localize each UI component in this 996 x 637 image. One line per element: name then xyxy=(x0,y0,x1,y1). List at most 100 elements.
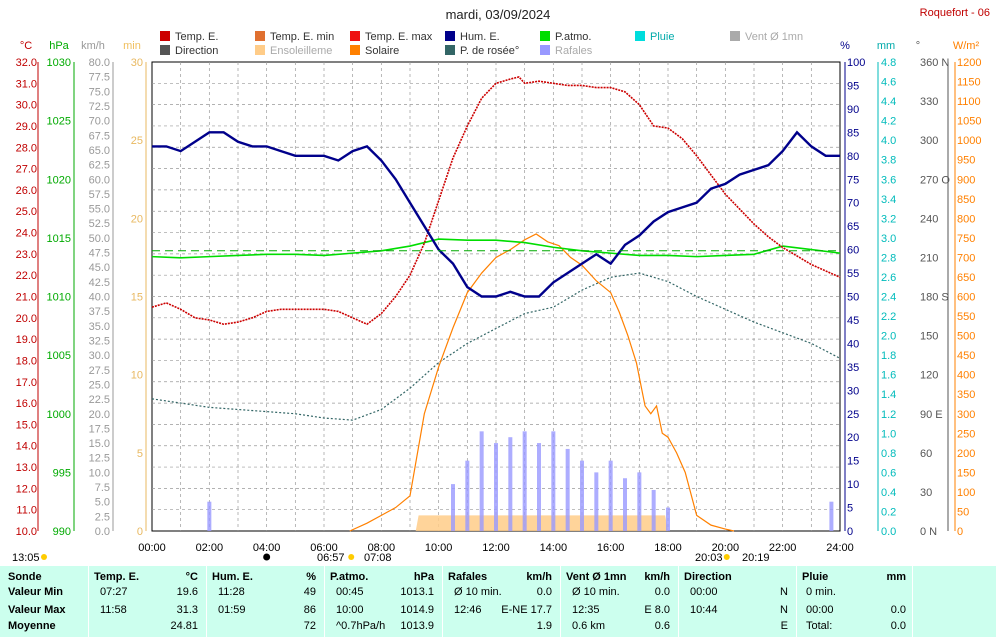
table-cell: 0.6 xyxy=(654,620,670,632)
table-header: % xyxy=(306,571,316,583)
wind-tick: 40.0 xyxy=(89,292,110,304)
solar-tick: 200 xyxy=(957,448,975,460)
direction-tick: 300 xyxy=(920,135,938,147)
temp-tick: 30.0 xyxy=(16,100,37,112)
table-cell: E-NE 17.7 xyxy=(501,604,552,616)
legend-swatch xyxy=(160,45,170,55)
solar-tick: 500 xyxy=(957,331,975,343)
humidity-tick: 10 xyxy=(847,479,859,491)
wind-tick: 7.5 xyxy=(95,482,110,494)
legend-item: Temp. E. max xyxy=(350,31,432,43)
legend-item: Pluie xyxy=(635,31,674,43)
rain-tick: 3.2 xyxy=(881,213,896,225)
temp-tick: 28.0 xyxy=(16,142,37,154)
solar-tick: 1100 xyxy=(957,96,981,108)
wind-tick: 75.0 xyxy=(89,86,110,98)
direction-tick: 0 N xyxy=(920,526,937,538)
rain-tick: 2.8 xyxy=(881,252,896,264)
sunrise-icon xyxy=(348,554,355,560)
dewpoint-line xyxy=(151,272,841,421)
pressure-tick: 1025 xyxy=(47,116,71,128)
table-cell: 0.0 xyxy=(654,586,670,598)
temp-tick: 14.0 xyxy=(16,441,37,453)
wind-tick: 32.5 xyxy=(89,335,110,347)
direction-tick: 30 xyxy=(920,487,932,499)
rain-tick: 1.2 xyxy=(881,409,896,421)
humidity-tick: 15 xyxy=(847,456,859,468)
gust-bar xyxy=(551,431,556,531)
sunshine-tick: 0 xyxy=(137,526,143,538)
table-cell: 0.0 xyxy=(890,620,906,632)
temp-tick: 11.0 xyxy=(16,505,37,517)
axis-unit-temp: °C xyxy=(20,40,32,52)
table-divider xyxy=(796,566,797,637)
legend-item: P. de rosée° xyxy=(445,45,519,57)
humidity-tick: 40 xyxy=(847,338,859,350)
solar-tick: 900 xyxy=(957,174,975,186)
wind-tick: 80.0 xyxy=(89,57,110,69)
left-time-label: 13:05 xyxy=(12,552,40,564)
gust-bar xyxy=(594,472,599,531)
table-cell: 10:44 xyxy=(690,604,718,616)
solar-tick: 800 xyxy=(957,213,975,225)
wind-tick: 15.0 xyxy=(89,438,110,450)
table-row-label: Valeur Min xyxy=(8,586,64,598)
gust-bar xyxy=(637,472,642,531)
solar-tick: 250 xyxy=(957,428,975,440)
solar-tick: 450 xyxy=(957,350,975,362)
x-tick: 10:00 xyxy=(425,542,453,554)
wind-tick: 60.0 xyxy=(89,174,110,186)
x-tick: 02:00 xyxy=(196,542,224,554)
legend-swatch xyxy=(160,31,170,41)
table-cell: 10:00 xyxy=(336,604,364,616)
sunshine-tick: 25 xyxy=(131,135,143,147)
solar-tick: 1150 xyxy=(957,77,981,89)
rain-tick: 4.2 xyxy=(881,116,896,128)
rain-tick: 4.6 xyxy=(881,77,896,89)
table-cell: 01:59 xyxy=(218,604,246,616)
legend-swatch xyxy=(540,31,550,41)
table-cell: N xyxy=(780,604,788,616)
x-tick: 22:00 xyxy=(769,542,797,554)
legend-label: Temp. E. xyxy=(175,31,219,43)
x-tick: 24:00 xyxy=(826,542,854,554)
rain-tick: 0.2 xyxy=(881,506,896,518)
humidity-tick: 90 xyxy=(847,104,859,116)
solar-tick: 650 xyxy=(957,272,975,284)
legend-swatch xyxy=(635,31,645,41)
legend-swatch xyxy=(350,45,360,55)
sunset-label-2: 20:19 xyxy=(742,552,770,564)
table-cell: E xyxy=(780,620,788,632)
wind-tick: 0.0 xyxy=(95,526,110,538)
table-header: Temp. E. xyxy=(94,571,140,583)
legend-swatch xyxy=(350,31,360,41)
humidity-tick: 75 xyxy=(847,174,859,186)
sun-icon xyxy=(41,554,47,560)
rain-tick: 0.0 xyxy=(881,526,896,538)
direction-tick: 90 E xyxy=(920,409,943,421)
table-cell: 0 min. xyxy=(806,586,836,598)
legend-item: Hum. E. xyxy=(445,31,500,43)
wind-tick: 47.5 xyxy=(89,248,110,260)
temp-tick: 25.0 xyxy=(16,206,37,218)
solar-tick: 600 xyxy=(957,292,975,304)
rain-tick: 3.0 xyxy=(881,233,896,245)
x-tick: 12:00 xyxy=(482,542,510,554)
table-header: Sonde xyxy=(8,571,42,583)
humidity-tick: 55 xyxy=(847,268,859,280)
gust-bar xyxy=(565,448,570,531)
x-tick: 16:00 xyxy=(597,542,625,554)
table-header: km/h xyxy=(526,571,552,583)
table-header: Pluie xyxy=(802,571,829,583)
axis-unit-pressure: hPa xyxy=(49,40,69,52)
humidity-line xyxy=(152,130,840,298)
x-tick: 20:00 xyxy=(712,542,740,554)
pressure-tick: 990 xyxy=(53,526,71,538)
gust-bar xyxy=(666,507,670,531)
wind-tick: 77.5 xyxy=(89,72,110,84)
rain-tick: 0.6 xyxy=(881,467,896,479)
solar-tick: 50 xyxy=(957,506,969,518)
temp-tick: 21.0 xyxy=(16,292,37,304)
wind-tick: 70.0 xyxy=(89,116,110,128)
gust-bar xyxy=(651,489,656,531)
